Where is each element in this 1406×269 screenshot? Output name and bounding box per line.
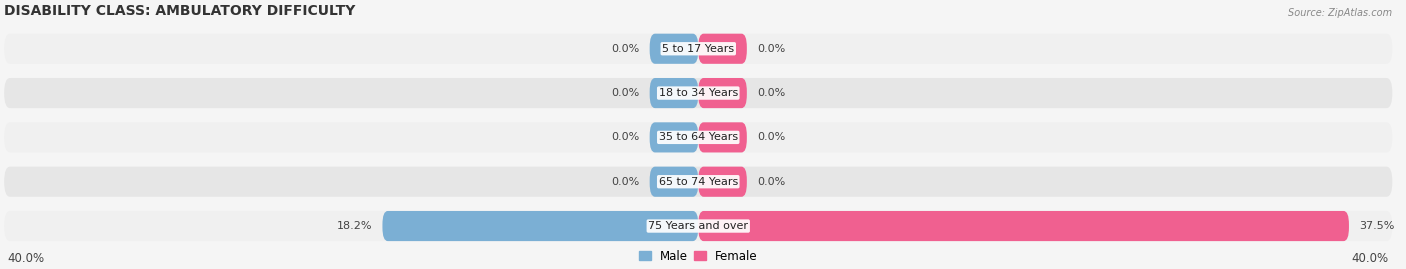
FancyBboxPatch shape xyxy=(650,167,699,197)
FancyBboxPatch shape xyxy=(699,211,1348,241)
Text: 0.0%: 0.0% xyxy=(612,132,640,142)
Text: 0.0%: 0.0% xyxy=(758,132,786,142)
Text: 0.0%: 0.0% xyxy=(612,88,640,98)
FancyBboxPatch shape xyxy=(4,167,1392,197)
FancyBboxPatch shape xyxy=(699,122,747,153)
Text: 0.0%: 0.0% xyxy=(612,44,640,54)
FancyBboxPatch shape xyxy=(650,34,699,64)
Text: 18.2%: 18.2% xyxy=(336,221,373,231)
FancyBboxPatch shape xyxy=(650,78,699,108)
Text: 5 to 17 Years: 5 to 17 Years xyxy=(662,44,734,54)
Text: 0.0%: 0.0% xyxy=(758,88,786,98)
Text: 37.5%: 37.5% xyxy=(1360,221,1395,231)
Text: 0.0%: 0.0% xyxy=(612,177,640,187)
FancyBboxPatch shape xyxy=(699,78,747,108)
Text: 40.0%: 40.0% xyxy=(1351,252,1389,265)
FancyBboxPatch shape xyxy=(4,34,1392,64)
FancyBboxPatch shape xyxy=(4,122,1392,153)
Text: DISABILITY CLASS: AMBULATORY DIFFICULTY: DISABILITY CLASS: AMBULATORY DIFFICULTY xyxy=(4,4,356,18)
Text: 35 to 64 Years: 35 to 64 Years xyxy=(658,132,738,142)
Text: 0.0%: 0.0% xyxy=(758,44,786,54)
FancyBboxPatch shape xyxy=(4,211,1392,241)
Legend: Male, Female: Male, Female xyxy=(637,247,761,265)
Text: Source: ZipAtlas.com: Source: ZipAtlas.com xyxy=(1288,8,1392,18)
Text: 0.0%: 0.0% xyxy=(758,177,786,187)
Text: 65 to 74 Years: 65 to 74 Years xyxy=(658,177,738,187)
Text: 40.0%: 40.0% xyxy=(7,252,45,265)
FancyBboxPatch shape xyxy=(382,211,699,241)
Text: 75 Years and over: 75 Years and over xyxy=(648,221,748,231)
FancyBboxPatch shape xyxy=(650,122,699,153)
FancyBboxPatch shape xyxy=(4,78,1392,108)
FancyBboxPatch shape xyxy=(699,34,747,64)
FancyBboxPatch shape xyxy=(699,167,747,197)
Text: 18 to 34 Years: 18 to 34 Years xyxy=(658,88,738,98)
